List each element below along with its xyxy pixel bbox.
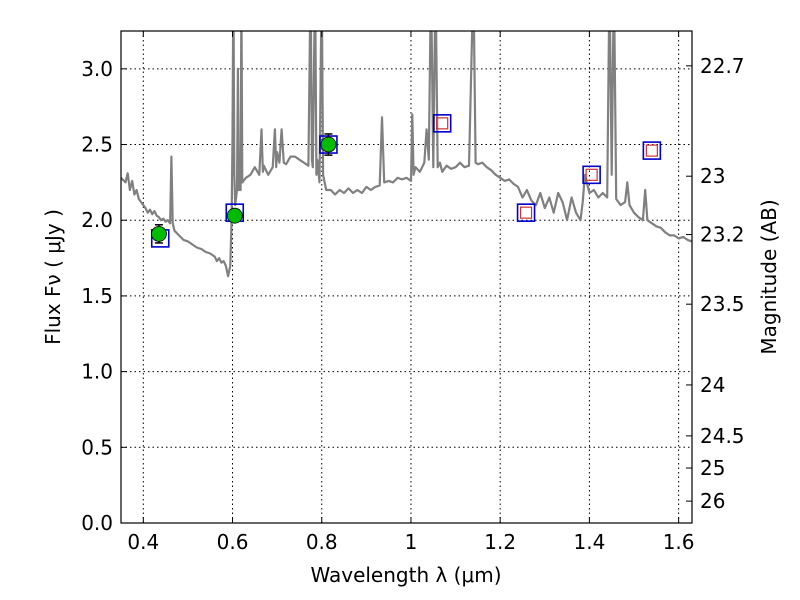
y-tick-label: 2.0 bbox=[81, 208, 113, 232]
x-tick-label: 1.4 bbox=[573, 530, 605, 554]
observed-point bbox=[151, 225, 167, 242]
model-point-inner bbox=[585, 168, 598, 181]
x-tick-label: 1.6 bbox=[663, 530, 695, 554]
model-point-inner bbox=[645, 144, 658, 157]
y2-axis-title: Magnitude (AB) bbox=[757, 199, 781, 354]
x-tick-label: 0.8 bbox=[306, 530, 338, 554]
y2-tick-label: 24 bbox=[700, 373, 725, 397]
y2-tick-label: 23.2 bbox=[700, 223, 745, 247]
y-axis-title: Flux Fν ( μJy ) bbox=[41, 209, 65, 345]
observed-point bbox=[226, 207, 243, 224]
x-axis-title: Wavelength λ (μm) bbox=[310, 563, 501, 587]
y-tick-label: 1.0 bbox=[81, 360, 113, 384]
y2-tick-label: 24.5 bbox=[700, 424, 745, 448]
y-tick-label: 0.5 bbox=[81, 435, 113, 459]
spectrum-series bbox=[121, 31, 692, 278]
grid bbox=[121, 31, 692, 524]
y2-tick-label: 23.5 bbox=[700, 292, 745, 316]
spectrum-line bbox=[121, 31, 692, 278]
y-tick-label: 0.0 bbox=[81, 511, 113, 535]
plot-frame bbox=[120, 30, 693, 524]
ticks: 0.4 0.6 0.8 1 1.2 1.4 1.6 0.0 0.5 1.0 1.5 2.0 2.5 3.0… bbox=[81, 31, 745, 554]
model-point-box bbox=[516, 203, 536, 222]
y-tick-label: 1.5 bbox=[81, 284, 113, 308]
x-tick-label: 1 bbox=[405, 530, 418, 554]
observed-point bbox=[320, 136, 337, 153]
y2-tick-label: 22.7 bbox=[700, 54, 745, 78]
model-point-box bbox=[642, 141, 662, 160]
y2-tick-label: 25 bbox=[700, 456, 725, 480]
x-tick-label: 0.6 bbox=[217, 530, 249, 554]
y2-tick-label: 23 bbox=[700, 164, 725, 188]
model-point-inner bbox=[519, 206, 533, 219]
marker-layer bbox=[150, 114, 662, 248]
y-tick-label: 3.0 bbox=[81, 57, 113, 81]
model-point-box bbox=[432, 114, 452, 133]
model-point-inner bbox=[436, 117, 449, 130]
model-point-box bbox=[582, 165, 601, 185]
x-tick-label: 1.2 bbox=[484, 530, 516, 554]
y-tick-label: 2.5 bbox=[81, 133, 113, 157]
y2-tick-label: 26 bbox=[700, 489, 725, 513]
x-tick-label: 0.4 bbox=[127, 530, 159, 554]
